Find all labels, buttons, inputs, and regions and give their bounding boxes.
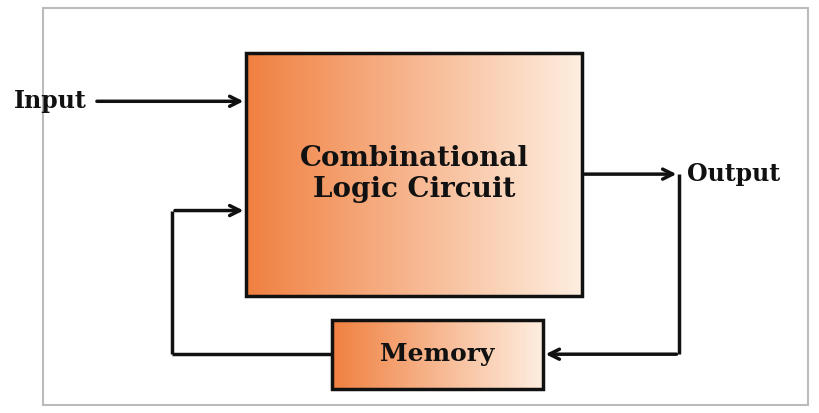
Bar bbox=[332, 320, 542, 389]
Text: Combinational
Logic Circuit: Combinational Logic Circuit bbox=[299, 145, 528, 203]
Text: Output: Output bbox=[686, 162, 779, 186]
Text: Input: Input bbox=[14, 89, 86, 113]
Bar bbox=[246, 53, 581, 296]
Text: Memory: Memory bbox=[380, 342, 494, 366]
